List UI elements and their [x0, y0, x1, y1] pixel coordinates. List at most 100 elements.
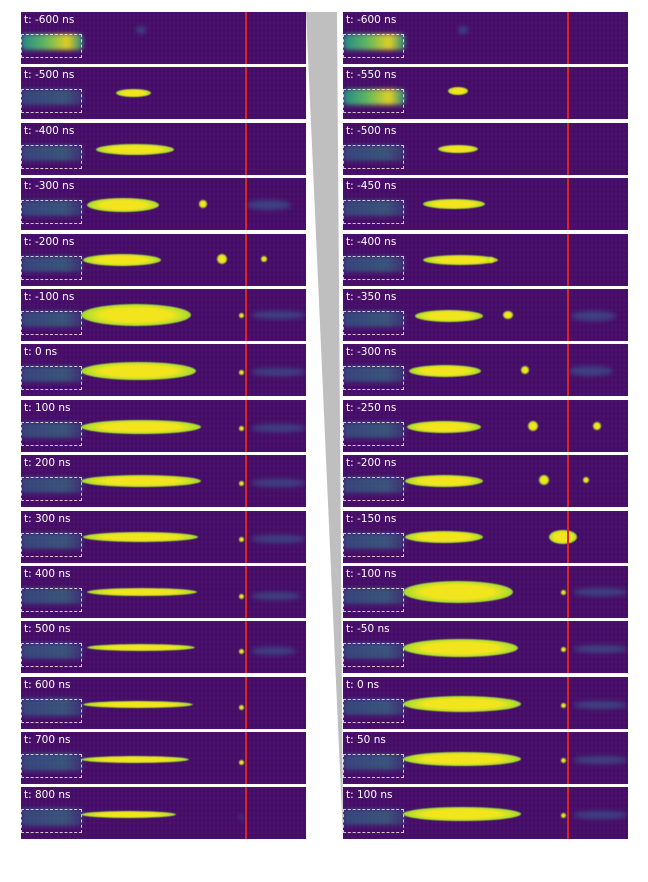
nozzle-region-box	[21, 477, 82, 502]
plasma-plume	[21, 421, 83, 438]
plasma-plume	[403, 580, 513, 603]
nozzle-region-box	[343, 34, 404, 58]
plasma-plume	[83, 253, 161, 266]
plasma-blob	[488, 256, 494, 263]
time-label: t: -400 ns	[346, 235, 397, 248]
plasma-plume	[438, 144, 478, 153]
plasma-blob	[217, 253, 227, 264]
plasma-plume	[81, 756, 189, 764]
nozzle-region-box	[21, 310, 82, 335]
right-frame: t: -50 ns	[343, 621, 628, 674]
reference-line	[567, 676, 569, 729]
left-frame: t: 400 ns	[21, 565, 306, 618]
plasma-plume	[136, 26, 146, 34]
right-frame: t: -100 ns	[343, 565, 628, 618]
plasma-plume	[21, 200, 83, 217]
plasma-plume	[423, 254, 498, 265]
reference-line	[245, 510, 247, 563]
right-frame: t: -300 ns	[343, 344, 628, 397]
time-label: t: -150 ns	[346, 512, 397, 525]
plasma-plume	[343, 643, 405, 660]
zoom-connector-shape	[306, 12, 343, 838]
plasma-plume	[405, 475, 483, 488]
time-label: t: 400 ns	[24, 567, 71, 580]
reference-line	[245, 565, 247, 618]
nozzle-region-box	[21, 587, 82, 612]
plasma-blob	[239, 425, 244, 431]
right-frame: t: 50 ns	[343, 732, 628, 785]
plasma-blob	[539, 475, 549, 486]
nozzle-region-box	[21, 89, 82, 114]
reference-line	[245, 67, 247, 120]
plasma-plume	[403, 752, 521, 767]
plasma-plume	[87, 587, 197, 596]
nozzle-region-box	[343, 698, 404, 723]
plasma-plume	[407, 420, 481, 433]
time-label: t: 0 ns	[346, 678, 380, 691]
time-label: t: 700 ns	[24, 734, 71, 747]
time-label: t: 300 ns	[24, 512, 71, 525]
plasma-plume	[571, 310, 616, 321]
plasma-plume	[21, 310, 83, 327]
right-frame: t: -200 ns	[343, 455, 628, 508]
reference-line	[245, 178, 247, 231]
plasma-plume	[343, 200, 405, 217]
plasma-plume	[96, 143, 174, 155]
plasma-plume	[21, 366, 83, 383]
plasma-plume	[409, 365, 481, 378]
time-label: t: 500 ns	[24, 623, 71, 636]
nozzle-region-box	[343, 255, 404, 280]
nozzle-region-box	[343, 200, 404, 225]
plasma-plume	[423, 199, 485, 210]
plasma-plume	[403, 639, 518, 658]
nozzle-region-box	[21, 421, 82, 446]
plasma-plume	[343, 698, 405, 715]
plasma-plume	[21, 587, 83, 604]
time-label: t: 200 ns	[24, 457, 71, 470]
reference-line	[245, 621, 247, 674]
plasma-plume	[448, 87, 468, 96]
left-frame: t: -600 ns	[21, 12, 306, 64]
reference-line	[567, 787, 569, 840]
time-label: t: -350 ns	[346, 290, 397, 303]
plasma-plume	[573, 756, 628, 765]
plasma-plume	[21, 144, 83, 161]
nozzle-region-box	[21, 698, 82, 723]
left-frame: t: -200 ns	[21, 233, 306, 286]
nozzle-region-box	[343, 809, 404, 834]
plasma-plume	[81, 362, 196, 381]
time-label: t: 100 ns	[346, 789, 393, 802]
reference-line	[245, 344, 247, 397]
right-frame-column: t: -600 ns t: -550 ns t: -500 ns t: -450 ns…	[343, 12, 628, 843]
reference-line	[245, 12, 247, 64]
reference-line	[567, 122, 569, 175]
plasma-plume	[573, 645, 628, 654]
plasma-plume	[343, 34, 405, 50]
time-label: t: -550 ns	[346, 69, 397, 82]
plasma-blob	[593, 421, 601, 430]
plasma-blob	[561, 589, 566, 595]
reference-line	[245, 676, 247, 729]
plasma-plume	[568, 366, 613, 377]
right-frame: t: 0 ns	[343, 676, 628, 729]
reference-line	[245, 122, 247, 175]
plasma-blob	[199, 200, 207, 209]
plasma-plume	[573, 811, 628, 820]
plasma-blob	[561, 647, 566, 653]
time-label: t: -300 ns	[346, 346, 397, 359]
plasma-blob	[261, 255, 267, 262]
plasma-blob	[561, 702, 566, 708]
reference-line	[567, 288, 569, 341]
plasma-plume	[81, 419, 201, 434]
plasma-plume	[343, 89, 405, 106]
plasma-plume	[83, 700, 193, 708]
time-label: t: -50 ns	[346, 623, 390, 636]
nozzle-region-box	[343, 89, 404, 114]
plasma-blob	[528, 420, 538, 431]
reference-line	[567, 455, 569, 508]
plasma-blob	[239, 312, 244, 318]
plasma-blob	[503, 310, 513, 319]
plasma-plume	[405, 530, 483, 543]
nozzle-region-box	[21, 34, 82, 58]
left-frame: t: -300 ns	[21, 178, 306, 231]
